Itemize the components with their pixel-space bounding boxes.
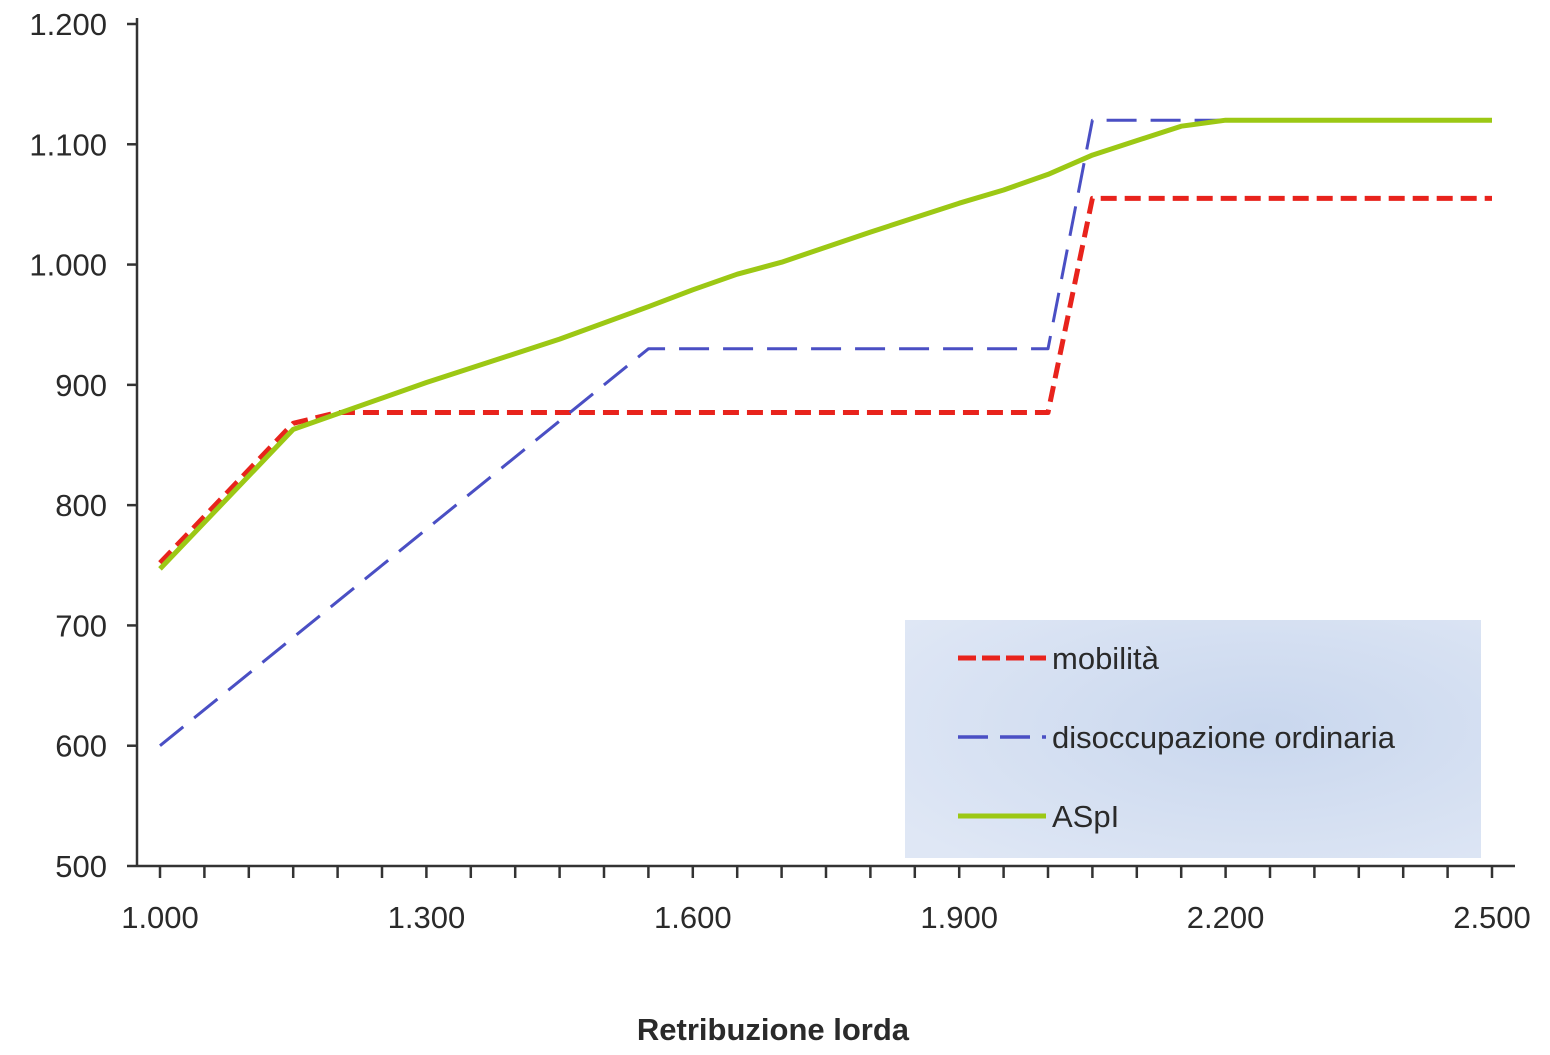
- x-tick-label: 2.200: [1187, 900, 1265, 935]
- y-tick-label: 500: [55, 849, 107, 884]
- y-tick-label: 1.100: [29, 127, 107, 162]
- x-tick-label: 2.500: [1453, 900, 1531, 935]
- x-tick-label: 1.600: [654, 900, 732, 935]
- y-tick-label: 1.200: [29, 7, 107, 42]
- legend-label: ASpI: [1052, 799, 1119, 834]
- y-tick-label: 1.000: [29, 248, 107, 283]
- y-tick-label: 600: [55, 729, 107, 764]
- x-tick-label: 1.900: [920, 900, 998, 935]
- y-tick-label: 900: [55, 368, 107, 403]
- axes: 500 600 700 800 900 1.000 1.100 1.200 1.000 1.300…: [29, 7, 1530, 935]
- legend-label: disoccupazione ordinaria: [1052, 720, 1396, 755]
- x-axis-title: Retribuzione lorda: [637, 1012, 910, 1047]
- x-tick-label: 1.000: [121, 900, 199, 935]
- y-tick-label: 800: [55, 488, 107, 523]
- legend-label: mobilità: [1052, 641, 1160, 676]
- plot-area: [158, 117, 1492, 747]
- series-line-2: [158, 117, 1492, 571]
- x-tick-label: 1.300: [388, 900, 466, 935]
- series-line-1: [159, 118, 1492, 747]
- series-line-0: [158, 195, 1492, 565]
- legend: mobilità disoccupazione ordinaria ASpI: [905, 620, 1481, 858]
- y-tick-label: 700: [55, 608, 107, 643]
